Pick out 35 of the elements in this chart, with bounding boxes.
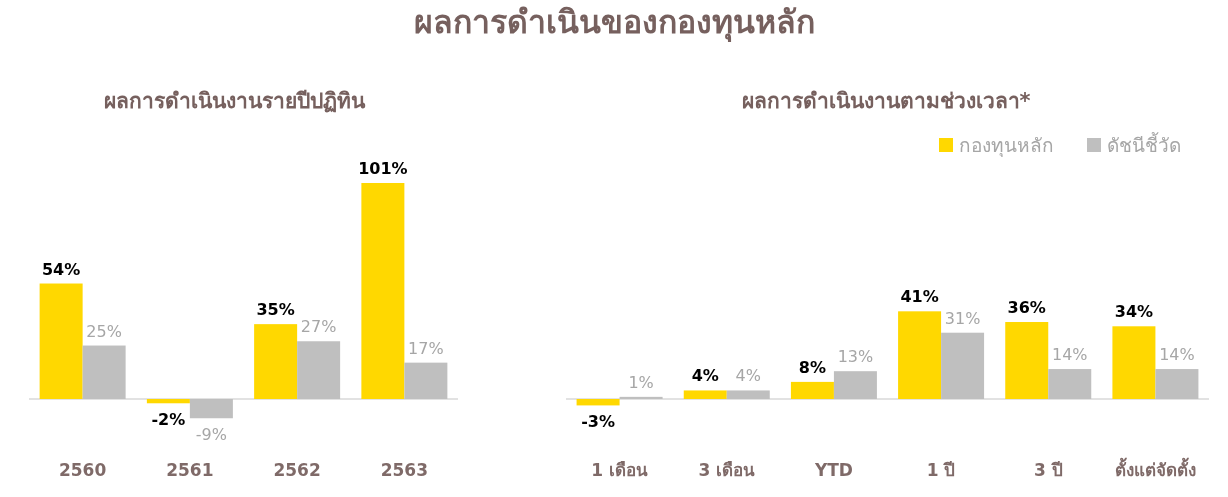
data-label: -9% — [195, 425, 227, 445]
data-label: 34% — [1114, 302, 1154, 322]
data-label: 27% — [300, 317, 337, 337]
x-tick-label: 3 เดือน — [698, 460, 756, 480]
data-label: 25% — [86, 321, 122, 341]
data-label: 1% — [628, 372, 654, 392]
text: ผลการดำเนินของกองทุนหลัก — [413, 3, 815, 43]
chart-subtitle: ผลการดำเนินงานรายปีปฏิทิน — [103, 89, 366, 113]
x-tick-label: 3 ปี — [1033, 460, 1063, 480]
x-tick-label: 2563 — [380, 460, 429, 480]
x-tick-label: 2562 — [273, 460, 321, 480]
legend-label: ดัชนีชี้วัด — [1107, 132, 1181, 156]
data-label: -3% — [581, 412, 615, 432]
data-label: 14% — [1051, 345, 1088, 365]
data-label: 17% — [408, 338, 444, 358]
x-tick-label: 1 เดือน — [591, 460, 648, 480]
data-label: 31% — [944, 308, 981, 328]
data-label: 13% — [837, 347, 874, 367]
data-label: 41% — [900, 287, 939, 307]
legend-label: กองทุนหลัก — [959, 134, 1054, 158]
data-label: 101% — [358, 159, 408, 178]
data-label: 14% — [1159, 345, 1195, 365]
x-tick-label: ตั้งแต่จัดตั้ง — [1114, 457, 1196, 480]
chart-title: ผลการดำเนินงานตามช่วงเวลา* — [741, 89, 1031, 113]
data-label: 36% — [1007, 298, 1046, 318]
data-label: 4% — [735, 366, 761, 386]
data-label: 35% — [256, 300, 295, 320]
x-tick-label: 2560 — [58, 460, 107, 480]
x-tick-label: 1 ปี — [926, 460, 956, 480]
data-label: 54% — [41, 259, 81, 279]
x-tick-label: YTD — [813, 460, 853, 480]
data-label: -2% — [151, 410, 186, 430]
data-label: 8% — [798, 357, 826, 377]
x-tick-label: 2561 — [166, 460, 214, 480]
data-label: 4% — [691, 366, 719, 386]
